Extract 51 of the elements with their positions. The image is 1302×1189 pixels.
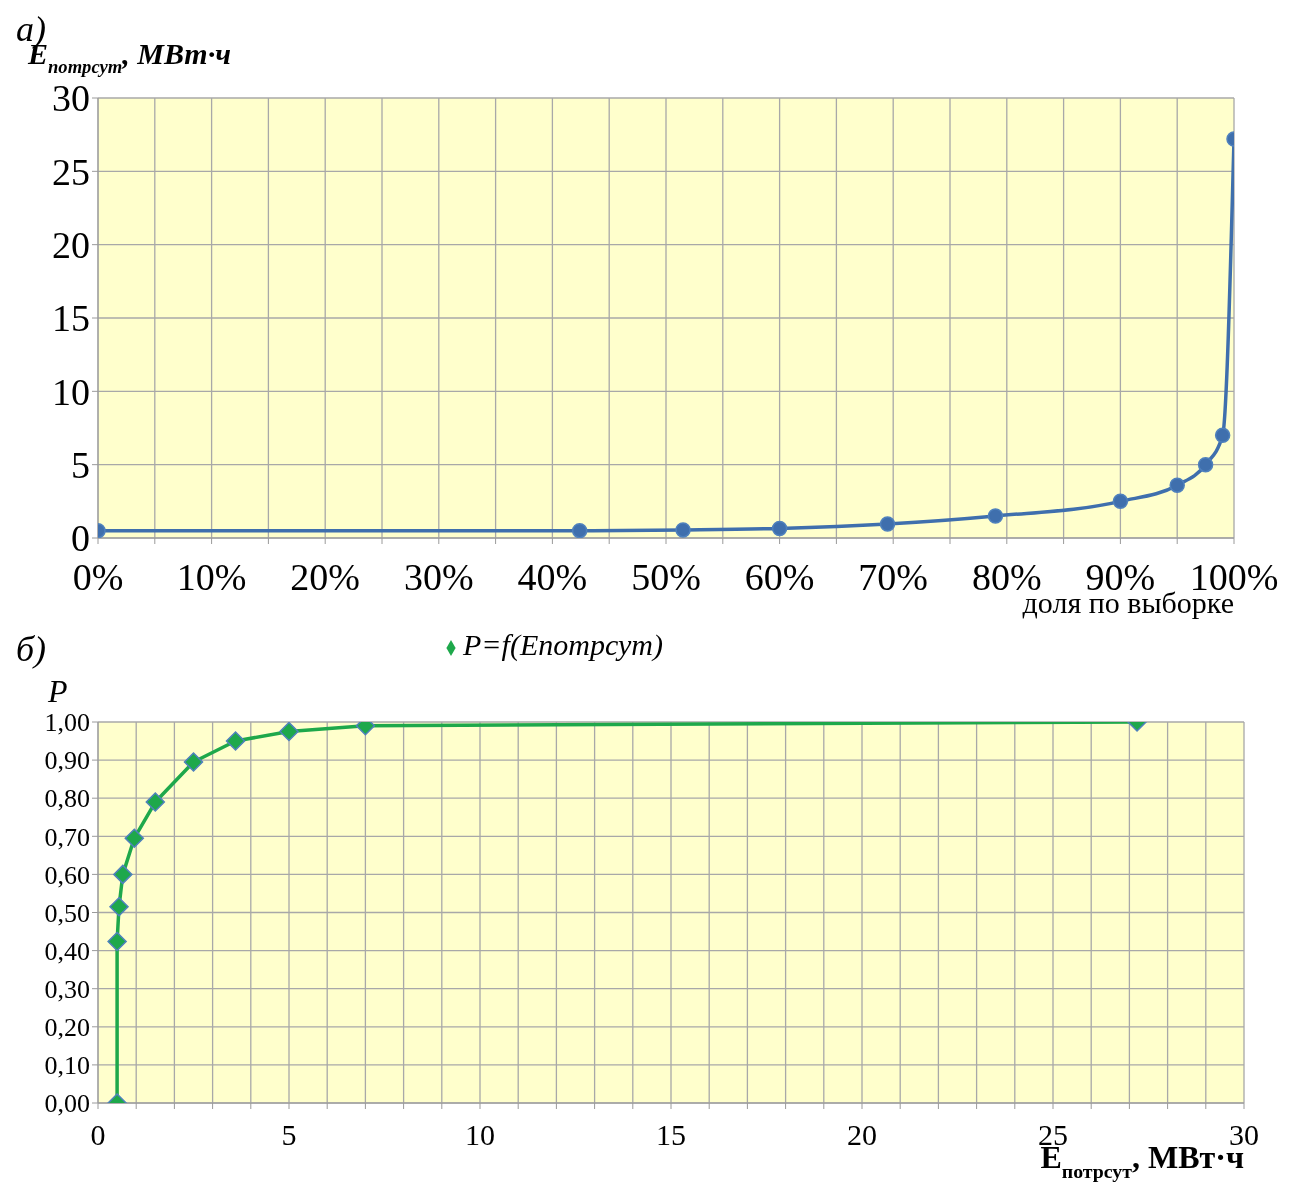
y-tick-label: 0,20 [44,1013,90,1043]
x-tick-label: 100% [1189,555,1279,598]
y-tick-label: 1,00 [44,708,90,738]
y-tick-label: 0,80 [44,784,90,814]
x-tick-label: 60% [744,555,815,598]
x-tick-label: 20% [290,555,361,598]
point [1197,456,1214,473]
legend-label: P=f(Eпотрсут) [463,628,663,661]
x-tick-label: 15 [656,1118,686,1152]
x-tick-label: 10% [176,555,247,598]
point [107,931,127,952]
y-tick-label: 0,60 [44,860,90,890]
point [571,522,588,538]
x-tick-label: 5 [281,1118,297,1152]
point [113,864,133,885]
y-tick-label: 0,10 [44,1051,90,1081]
y-tick-label: 0,40 [44,936,90,966]
y-tick-label: 0,00 [44,1089,90,1119]
point [124,828,145,848]
point [771,520,788,537]
point [279,722,299,742]
x-tick-label: 30 [1229,1118,1259,1152]
point [183,752,204,772]
y-tick-label: 30 [52,77,90,120]
y-tick-label: 15 [52,297,90,340]
y-tick-label: 10 [52,370,90,413]
point [225,731,246,751]
x-tick-label: 10 [465,1118,495,1152]
y-tick-label: 20 [52,224,90,267]
text: б) [16,628,47,670]
y-tick-label: 0,30 [44,974,90,1004]
y-tick-label: 5 [71,444,90,487]
x-tick-label: 20 [847,1118,877,1152]
x-tick-label: 70% [858,555,929,598]
point [987,508,1004,524]
point [145,792,166,812]
x-tick-label: 50% [631,555,701,598]
point [1214,427,1231,444]
x-tick-label: 90% [1085,555,1156,598]
point [1169,477,1185,493]
point [879,516,896,532]
x-tick-label: 40% [517,555,588,598]
point [675,522,691,538]
y-tick-label: 25 [52,150,90,193]
y-tick-label: 0,90 [44,746,90,776]
point [1112,493,1129,510]
point [109,897,129,917]
y-axis-title: P [47,673,68,709]
y-tick-label: 0,50 [44,898,90,928]
x-tick-label: 30% [403,555,474,598]
y-tick-label: 0,70 [44,822,90,852]
